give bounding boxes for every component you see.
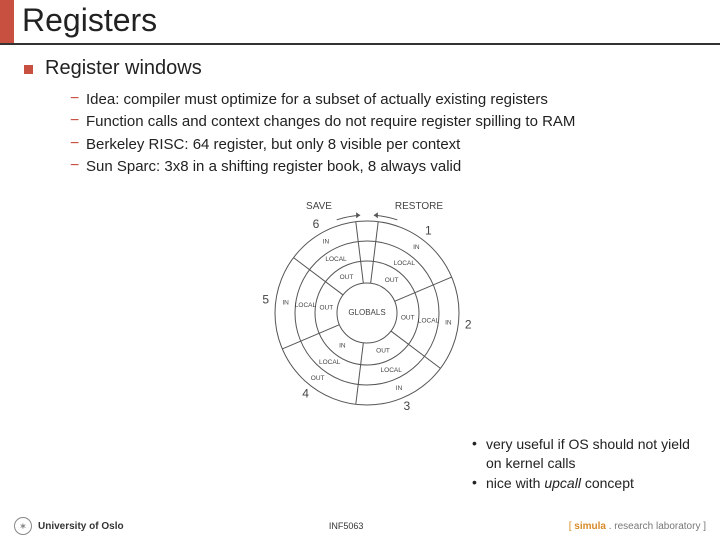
svg-text:LOCAL: LOCAL [325, 256, 347, 263]
svg-text:IN: IN [413, 244, 420, 251]
title-bar: Registers [0, 0, 720, 45]
list-item-text: Sun Sparc: 3x8 in a shifting register bo… [86, 157, 461, 177]
footer-left: ✶ University of Oslo [14, 517, 124, 535]
svg-text:IN: IN [396, 385, 403, 392]
svg-text:4: 4 [302, 387, 309, 401]
svg-text:IN: IN [445, 320, 452, 327]
svg-text:LOCAL: LOCAL [295, 302, 317, 309]
svg-text:2: 2 [465, 318, 472, 332]
list-item-text: Idea: compiler must optimize for a subse… [86, 90, 548, 110]
slide-title: Registers [14, 0, 165, 43]
university-name: University of Oslo [38, 521, 124, 532]
title-accent [0, 0, 14, 43]
svg-text:OUT: OUT [340, 274, 354, 281]
svg-text:IN: IN [323, 239, 330, 246]
svg-text:OUT: OUT [401, 315, 415, 322]
side-notes: • very useful if OS should not yield on … [472, 435, 702, 494]
list-item-text: Berkeley RISC: 64 register, but only 8 v… [86, 135, 460, 155]
list-item: − Idea: compiler must optimize for a sub… [70, 90, 710, 110]
section-heading-row: Register windows [24, 57, 710, 80]
svg-text:LOCAL: LOCAL [319, 359, 341, 366]
svg-text:OUT: OUT [319, 305, 333, 312]
dash-icon: − [70, 135, 86, 153]
svg-text:RESTORE: RESTORE [395, 201, 443, 212]
svg-text:3: 3 [404, 399, 411, 413]
list-item: − Function calls and context changes do … [70, 112, 710, 132]
svg-text:OUT: OUT [311, 375, 325, 382]
section-heading: Register windows [45, 57, 202, 80]
list-item: − Sun Sparc: 3x8 in a shifting register … [70, 157, 710, 177]
note-item: • very useful if OS should not yield on … [472, 435, 702, 471]
svg-text:SAVE: SAVE [306, 201, 332, 212]
svg-text:LOCAL: LOCAL [418, 317, 440, 324]
svg-text:LOCAL: LOCAL [381, 367, 403, 374]
list-item-text: Function calls and context changes do no… [86, 112, 575, 132]
note-text: very useful if OS should not yield on ke… [486, 435, 702, 471]
svg-text:1: 1 [425, 224, 432, 238]
list-item: − Berkeley RISC: 64 register, but only 8… [70, 135, 710, 155]
svg-text:IN: IN [339, 342, 346, 349]
note-text: nice with upcall concept [486, 474, 634, 492]
sub-bullet-list: − Idea: compiler must optimize for a sub… [70, 90, 710, 177]
lab-name: [ simula . research laboratory ] [569, 521, 706, 532]
bullet-square-icon [24, 65, 33, 74]
university-seal-icon: ✶ [14, 517, 32, 535]
svg-text:OUT: OUT [376, 347, 390, 354]
svg-text:GLOBALS: GLOBALS [348, 308, 385, 317]
main-content: Register windows − Idea: compiler must o… [0, 45, 720, 420]
course-code: INF5063 [329, 521, 364, 531]
svg-text:5: 5 [262, 293, 269, 307]
footer: ✶ University of Oslo INF5063 [ simula . … [0, 512, 720, 540]
register-window-diagram: 1INLOCALOUT2INLOCALOUT3INLOCALOUT4OUTLOC… [237, 195, 497, 415]
svg-text:6: 6 [313, 217, 320, 231]
svg-text:LOCAL: LOCAL [394, 260, 416, 267]
svg-text:IN: IN [282, 300, 289, 307]
dash-icon: − [70, 90, 86, 108]
note-item: • nice with upcall concept [472, 474, 702, 492]
svg-text:OUT: OUT [385, 277, 399, 284]
bullet-dot-icon: • [472, 474, 486, 492]
dash-icon: − [70, 157, 86, 175]
dash-icon: − [70, 112, 86, 130]
bullet-dot-icon: • [472, 435, 486, 471]
diagram-container: 1INLOCALOUT2INLOCALOUT3INLOCALOUT4OUTLOC… [24, 195, 710, 420]
